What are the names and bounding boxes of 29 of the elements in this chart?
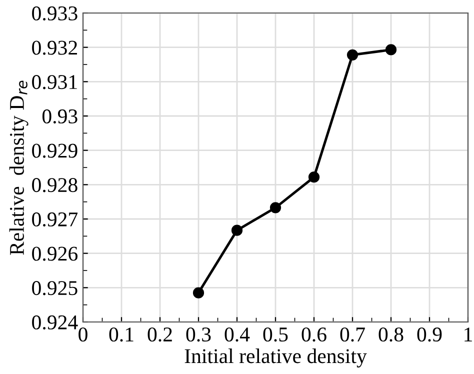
y-tick-label: 0.924 (32, 315, 78, 330)
x-tick-label: 0.5 (263, 327, 288, 342)
point (192, 287, 204, 298)
point (346, 49, 358, 60)
y-tick-label: 0.925 (32, 281, 78, 296)
y-axis-title: Relative density D$_{re}$ (9, 80, 28, 255)
x-tick-label: 1 (464, 328, 472, 342)
point (270, 202, 282, 214)
x-tick-label: 0.7 (340, 327, 365, 342)
point (231, 224, 243, 236)
x-tick-label: 0.3 (186, 327, 211, 342)
x-tick-label: 0.6 (302, 327, 326, 342)
point (385, 44, 397, 56)
y-tick-label: 0.931 (32, 75, 77, 90)
point (308, 172, 320, 183)
y-tick-label: 0.926 (32, 246, 78, 261)
x-tick-label: 0.2 (148, 327, 172, 342)
y-tick-label: 0.927 (32, 212, 78, 227)
x-tick-label: 0.4 (224, 327, 250, 342)
x-tick-label: 0.1 (109, 327, 134, 342)
y-tick-label: 0.933 (32, 6, 78, 21)
x-tick-label: 0 (78, 327, 88, 342)
y-tick-label: 0.928 (32, 178, 78, 192)
y-tick-label: 0.932 (32, 40, 77, 55)
x-tick-label: 0.8 (378, 327, 404, 342)
x-axis-title: Initial relative density (184, 348, 367, 368)
y-tick-label: 0.93 (42, 109, 78, 124)
y-tick-label: 0.929 (32, 144, 78, 158)
x-tick-label: 0.9 (417, 327, 442, 342)
